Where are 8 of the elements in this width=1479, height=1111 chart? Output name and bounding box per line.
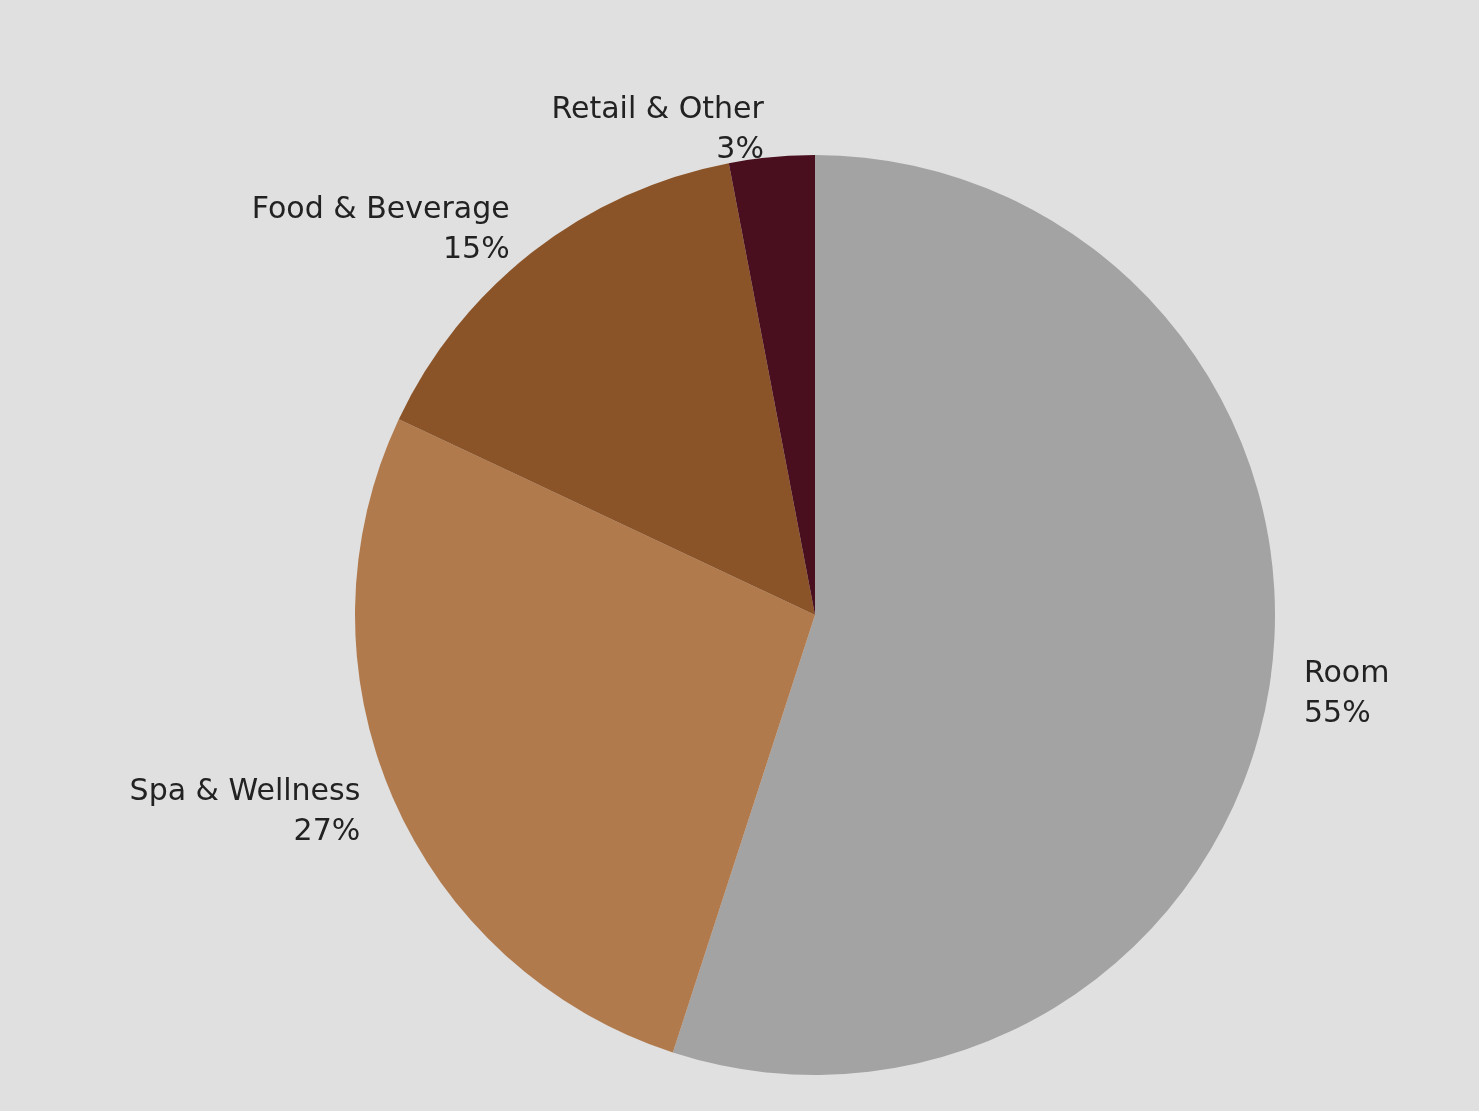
data-label: 3%: [716, 129, 764, 165]
slice-label: Food & Beverage: [251, 190, 510, 226]
slice-label: Room: [1303, 654, 1390, 690]
slice-label: Spa & Wellness: [129, 772, 361, 808]
data-label: 15%: [442, 230, 510, 266]
slice-label: Retail & Other: [551, 89, 765, 125]
data-label: 27%: [293, 812, 361, 848]
data-label: 55%: [1303, 694, 1371, 730]
